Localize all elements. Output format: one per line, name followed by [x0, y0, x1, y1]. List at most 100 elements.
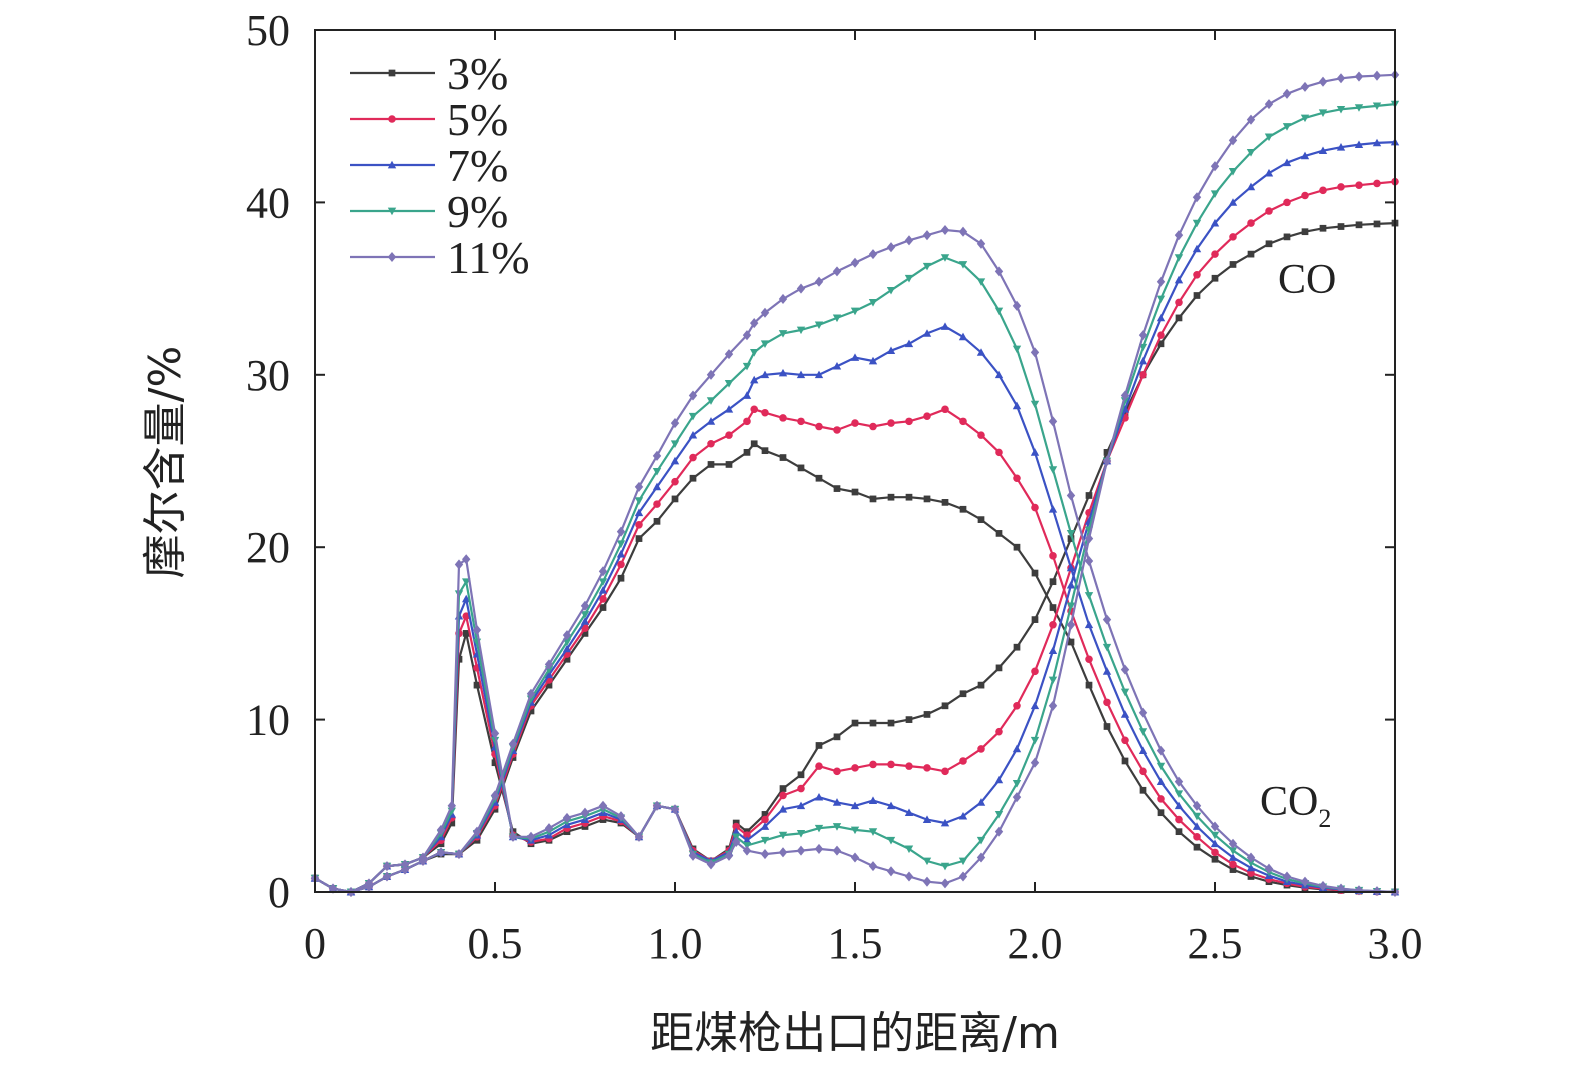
- data-point-co: [1102, 667, 1112, 675]
- data-point-co2: [1067, 535, 1075, 542]
- data-point-co: [750, 349, 759, 357]
- data-point-co2: [1210, 218, 1220, 227]
- data-point-co2: [400, 859, 410, 870]
- data-point-co: [1085, 681, 1093, 689]
- data-point-co: [724, 405, 734, 413]
- data-point-co2: [544, 823, 554, 834]
- data-point-co: [652, 467, 662, 476]
- legend-label: 9%: [447, 186, 508, 237]
- series-co-7%: [310, 322, 1400, 896]
- data-point-co: [940, 322, 950, 330]
- data-point-co2: [1319, 186, 1327, 195]
- series-co-9%: [310, 254, 1400, 897]
- data-point-co: [832, 361, 842, 370]
- data-point-co2: [732, 836, 741, 848]
- data-point-co2: [670, 804, 680, 815]
- data-point-co2: [1246, 182, 1256, 191]
- data-point-co: [1318, 880, 1328, 892]
- data-point-co: [779, 414, 787, 422]
- data-point-co2: [742, 836, 752, 844]
- data-point-co: [940, 224, 950, 236]
- data-point-co2: [462, 630, 470, 637]
- data-point-co2: [1012, 744, 1022, 753]
- data-point-co2: [462, 554, 471, 565]
- data-point-co2: [1247, 219, 1255, 227]
- data-point-co2: [833, 767, 841, 776]
- data-point-co: [635, 521, 643, 529]
- data-point-co: [750, 405, 758, 414]
- data-point-co2: [923, 711, 931, 718]
- data-point-co2: [887, 760, 895, 769]
- data-point-co2: [832, 823, 842, 831]
- data-point-co2: [904, 871, 914, 882]
- data-point-co: [617, 560, 625, 569]
- data-point-co: [652, 482, 662, 491]
- data-point-co2: [1247, 250, 1255, 258]
- data-point-co: [1193, 843, 1201, 851]
- data-point-co2: [1030, 701, 1040, 710]
- data-point-co2: [958, 811, 968, 820]
- data-point-co: [1031, 569, 1039, 577]
- data-point-co: [1138, 707, 1148, 718]
- data-point-co2: [1300, 114, 1310, 123]
- data-point-co2: [940, 878, 950, 889]
- data-point-co: [1174, 790, 1184, 798]
- data-point-co: [1156, 762, 1166, 771]
- data-point-co2: [1246, 114, 1256, 125]
- data-point-co2: [1193, 271, 1201, 279]
- data-point-co2: [1048, 646, 1058, 654]
- co2-annotation: CO2: [1260, 779, 1331, 833]
- data-point-co: [1228, 847, 1238, 855]
- data-point-co2: [922, 815, 932, 823]
- data-point-co2: [1301, 191, 1309, 200]
- data-point-co: [994, 370, 1004, 379]
- axis-ticks: 0 0.5 1.0 1.5 2.0 2.5 3.0 0 10 20 30 40 50: [246, 6, 1423, 968]
- data-point-co2: [1175, 314, 1183, 322]
- data-point-co2: [778, 847, 788, 858]
- data-point-co2: [1139, 371, 1147, 379]
- data-point-co: [1210, 831, 1220, 840]
- data-point-co: [742, 391, 752, 399]
- series-line-co2-5%: [314, 180, 1396, 894]
- data-point-co: [760, 307, 770, 318]
- data-point-co: [922, 230, 932, 241]
- data-point-co2: [491, 759, 499, 767]
- data-point-co2: [923, 764, 931, 772]
- data-point-co2: [1066, 580, 1076, 589]
- data-point-co: [599, 604, 607, 611]
- data-point-co2: [850, 826, 860, 835]
- series-line-co2-9%: [314, 103, 1396, 894]
- data-point-co2: [886, 801, 896, 810]
- data-point-co: [1067, 638, 1075, 646]
- data-point-co2: [1138, 356, 1148, 365]
- data-point-co: [1012, 401, 1022, 410]
- data-point-co2: [1229, 261, 1237, 268]
- data-point-co: [490, 790, 500, 801]
- data-point-co2: [448, 819, 456, 827]
- data-point-co2: [1337, 223, 1345, 230]
- data-point-co2: [815, 742, 823, 749]
- data-point-co: [977, 516, 985, 523]
- data-point-co: [742, 362, 752, 371]
- data-point-co: [508, 738, 518, 749]
- data-point-co2: [732, 827, 741, 836]
- data-point-co: [1120, 710, 1130, 718]
- data-point-co2: [1211, 250, 1219, 258]
- data-point-co: [868, 249, 878, 260]
- data-point-co2: [562, 812, 572, 823]
- series-line-co2-3%: [314, 222, 1396, 894]
- data-point-co2: [904, 808, 914, 817]
- data-point-co: [616, 540, 626, 548]
- data-point-co2: [995, 727, 1003, 736]
- x-tick-label: 3.0: [1368, 919, 1423, 968]
- data-point-co2: [760, 822, 770, 830]
- x-tick-label: 1.0: [648, 919, 703, 968]
- data-point-co: [1049, 604, 1057, 611]
- data-point-co: [526, 688, 536, 699]
- data-point-co2: [958, 871, 968, 882]
- data-point-co: [725, 461, 733, 468]
- data-point-co: [725, 431, 733, 439]
- data-point-co: [688, 390, 698, 401]
- data-point-co2: [1030, 736, 1040, 745]
- series-co2-3%: [311, 219, 1399, 896]
